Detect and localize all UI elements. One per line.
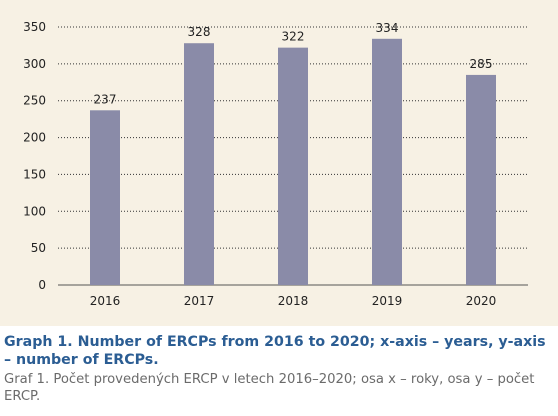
y-tick-label: 200 [23, 131, 46, 145]
data-labels: 237 328 322 334 285 [94, 21, 493, 107]
y-tick-label: 150 [23, 167, 46, 181]
bar-2019 [372, 38, 402, 286]
bar-2018 [278, 47, 308, 285]
y-tick-label: 350 [23, 20, 46, 34]
x-tick-label: 2017 [184, 294, 215, 308]
bar-2020 [466, 74, 496, 286]
y-axis-ticks: 0 50 100 150 200 250 300 350 [23, 20, 46, 292]
bars [90, 38, 496, 286]
caption-english: Graph 1. Number of ERCPs from 2016 to 20… [4, 334, 546, 368]
y-tick-label: 300 [23, 57, 46, 71]
caption-czech: Graf 1. Počet provedených ERCP v letech … [4, 372, 535, 404]
x-tick-label: 2018 [278, 294, 309, 308]
bar-chart: 0 50 100 150 200 250 300 350 237 328 322 334 285 20… [23, 20, 528, 308]
x-tick-label: 2020 [466, 294, 497, 308]
data-label-2020: 285 [470, 57, 493, 71]
y-tick-label: 0 [38, 278, 46, 292]
figure-caption: Graph 1. Number of ERCPs from 2016 to 20… [4, 333, 552, 405]
bar-2017 [184, 43, 214, 285]
y-tick-label: 250 [23, 94, 46, 108]
data-label-2019: 334 [376, 21, 399, 35]
x-tick-label: 2016 [90, 294, 121, 308]
data-label-2016: 237 [94, 92, 117, 106]
y-tick-label: 100 [23, 204, 46, 218]
x-tick-label: 2019 [372, 294, 403, 308]
y-tick-label: 50 [31, 241, 46, 255]
data-label-2018: 322 [282, 30, 305, 44]
x-axis-labels: 2016 2017 2018 2019 2020 [90, 294, 497, 308]
bar-2016 [90, 110, 120, 285]
data-label-2017: 328 [188, 25, 211, 39]
